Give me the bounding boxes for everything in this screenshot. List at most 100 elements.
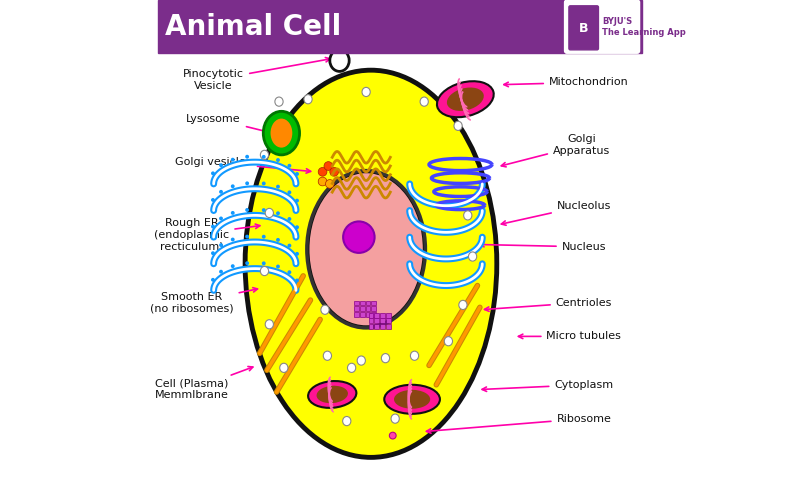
Ellipse shape [287,217,291,221]
Bar [369,318,374,323]
Ellipse shape [295,198,299,202]
Ellipse shape [394,390,430,408]
Ellipse shape [330,50,349,71]
Bar [380,318,385,323]
Text: Micro tubules: Micro tubules [518,332,622,341]
Text: Golgi
Apparatus: Golgi Apparatus [502,135,610,167]
Ellipse shape [219,270,223,273]
Ellipse shape [211,225,215,228]
Ellipse shape [357,356,366,365]
Bar [354,312,359,317]
Bar [380,313,385,318]
FancyBboxPatch shape [569,6,598,50]
Ellipse shape [469,252,477,261]
Ellipse shape [276,265,280,269]
Ellipse shape [231,238,234,242]
Ellipse shape [262,182,266,185]
Ellipse shape [263,111,299,155]
Bar [386,324,391,329]
Ellipse shape [295,278,299,282]
Ellipse shape [287,190,291,194]
Text: Cytoplasm: Cytoplasm [482,380,614,392]
Ellipse shape [295,225,299,229]
Ellipse shape [287,164,291,167]
Text: BYJU'S
The Learning App: BYJU'S The Learning App [602,16,686,37]
Ellipse shape [211,251,215,255]
Ellipse shape [384,385,440,414]
Ellipse shape [420,97,428,106]
Ellipse shape [246,261,249,265]
Bar [366,301,370,305]
Ellipse shape [342,416,351,426]
Ellipse shape [382,353,390,363]
Bar [374,318,379,323]
Bar [354,306,359,311]
Text: Smooth ER
(no ribosomes): Smooth ER (no ribosomes) [150,287,258,313]
Ellipse shape [211,171,215,175]
Ellipse shape [287,243,291,247]
Ellipse shape [391,414,399,423]
Ellipse shape [447,88,484,111]
Ellipse shape [347,363,356,373]
Ellipse shape [211,198,215,202]
Text: Cell (Plasma)
Memmlbrane: Cell (Plasma) Memmlbrane [155,366,253,400]
Bar [366,306,370,311]
Ellipse shape [304,94,312,104]
Ellipse shape [326,180,334,188]
Ellipse shape [266,208,274,218]
Ellipse shape [459,300,467,310]
Text: Pinocytotic
Vesicle: Pinocytotic Vesicle [183,58,330,91]
Ellipse shape [219,216,223,220]
Text: Centrioles: Centrioles [485,298,612,311]
Ellipse shape [454,121,462,131]
Ellipse shape [390,432,396,439]
Ellipse shape [337,45,342,51]
Ellipse shape [464,211,472,220]
Bar [354,301,359,305]
Text: Nucleolus: Nucleolus [502,201,611,225]
Bar [360,306,365,311]
Ellipse shape [343,222,374,253]
Ellipse shape [246,235,249,239]
Ellipse shape [231,184,234,188]
Text: Ribosome: Ribosome [426,414,611,433]
Ellipse shape [246,208,249,212]
Ellipse shape [276,238,280,242]
Ellipse shape [260,266,269,276]
Bar [371,312,376,317]
Text: Animal Cell: Animal Cell [166,13,342,41]
Ellipse shape [318,177,327,186]
Ellipse shape [262,261,266,265]
Bar [371,306,376,311]
Ellipse shape [317,386,348,403]
Text: B: B [578,22,588,34]
FancyBboxPatch shape [565,0,639,53]
Ellipse shape [308,172,424,327]
Ellipse shape [245,70,497,457]
Ellipse shape [318,167,327,176]
Ellipse shape [231,158,234,162]
Ellipse shape [410,351,418,360]
Ellipse shape [219,190,223,194]
Ellipse shape [280,363,288,373]
Bar [360,301,365,305]
Ellipse shape [437,81,494,117]
Text: Rough ER
(endoplasmic
recticulum): Rough ER (endoplasmic recticulum) [154,218,260,251]
Ellipse shape [219,243,223,247]
Bar [360,312,365,317]
Bar [380,324,385,329]
Ellipse shape [295,252,299,256]
Bar [371,301,376,305]
Ellipse shape [262,208,266,212]
Text: Golgi vesicles: Golgi vesicles [175,157,310,173]
Ellipse shape [276,185,280,189]
Ellipse shape [330,167,338,176]
Ellipse shape [246,155,249,159]
Ellipse shape [211,278,215,282]
Ellipse shape [444,337,453,346]
Ellipse shape [246,182,249,185]
Ellipse shape [262,155,266,159]
Ellipse shape [362,87,370,97]
Bar [386,318,391,323]
Text: Mitochondrion: Mitochondrion [504,77,629,87]
